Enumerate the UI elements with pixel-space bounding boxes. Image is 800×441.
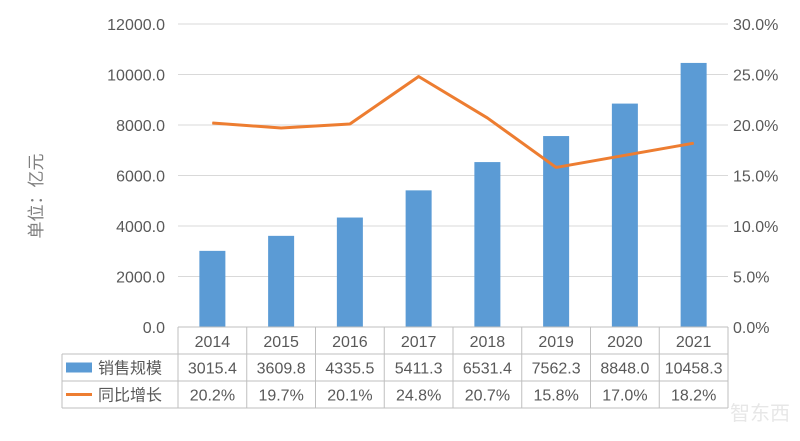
y-tick-label: 8000.0	[116, 118, 165, 135]
x-tick-label: 2019	[538, 334, 574, 351]
growth-point-2016	[349, 123, 351, 125]
y-tick-label: 10000.0	[107, 68, 165, 85]
growth-point-2020	[624, 154, 626, 156]
bars	[199, 62, 707, 328]
y-tick-label: 4000.0	[116, 219, 165, 236]
legend-swatch-bar	[66, 362, 92, 373]
x-tick-label: 2017	[401, 334, 437, 351]
data-table: 2014 2015 2016 2017 2018 2019 2020 2021 销售规模 3015…	[61, 326, 729, 409]
data-table-cell: 3609.8	[257, 361, 306, 378]
growth-point-2021	[693, 142, 695, 144]
data-table-cell: 7562.3	[532, 361, 581, 378]
data-table-cell: 19.7%	[258, 388, 303, 405]
x-tick-label: 2016	[332, 334, 368, 351]
y2-tick-label: 0.0%	[733, 320, 769, 337]
bar-2016	[336, 217, 363, 327]
growth-point-2014	[211, 122, 213, 124]
y-tick-label: 12000.0	[107, 17, 165, 34]
data-table-cell: 20.2%	[190, 388, 235, 405]
y2-tick-label: 30.0%	[733, 17, 778, 34]
data-table-cell: 18.2%	[671, 388, 716, 405]
bar-2014	[199, 250, 226, 327]
y2-tick-label: 15.0%	[733, 169, 778, 186]
growth-line	[211, 75, 695, 169]
y-axis-ticks: 0.0 2000.0 4000.0 6000.0 8000.0 10000.0 12000.…	[107, 17, 165, 337]
data-table-cell: 6531.4	[463, 361, 512, 378]
y-tick-label: 6000.0	[116, 169, 165, 186]
y-axis-label: 单位：亿元	[27, 154, 46, 239]
data-table-cell: 17.0%	[602, 388, 647, 405]
data-table-cell: 10458.3	[665, 361, 723, 378]
y2-tick-label: 25.0%	[733, 68, 778, 85]
bar-2017	[405, 190, 432, 327]
bar-2020	[611, 103, 638, 327]
data-table-cell: 24.8%	[396, 388, 441, 405]
growth-point-2018	[486, 117, 488, 119]
growth-line-path	[212, 75, 694, 169]
y-tick-label: 0.0	[143, 320, 165, 337]
bar-2021	[680, 62, 707, 328]
y2-tick-label: 5.0%	[733, 270, 769, 287]
bar-2015	[268, 235, 295, 327]
y2-tick-label: 10.0%	[733, 219, 778, 236]
data-table-cell: 20.1%	[327, 388, 372, 405]
data-table-cell: 8848.0	[600, 361, 649, 378]
data-table-cell: 5411.3	[395, 361, 443, 378]
legend-label: 同比增长	[98, 387, 162, 405]
growth-point-2019	[555, 166, 557, 168]
data-table-cell: 3015.4	[188, 361, 237, 378]
x-tick-label: 2014	[195, 334, 231, 351]
y2-axis-ticks: 0.0% 5.0% 10.0% 15.0% 20.0% 25.0% 30.0%	[733, 17, 778, 337]
y2-tick-label: 20.0%	[733, 118, 778, 135]
x-tick-label: 2020	[607, 334, 643, 351]
bar-2018	[474, 162, 501, 327]
x-tick-label: 2015	[263, 334, 299, 351]
data-table-cell: 20.7%	[465, 388, 510, 405]
x-tick-label: 2021	[676, 334, 712, 351]
legend-label: 销售规模	[98, 360, 162, 378]
growth-point-2015	[280, 127, 282, 129]
data-table-cell: 15.8%	[533, 388, 578, 405]
x-tick-label: 2018	[470, 334, 506, 351]
data-table-cell: 4335.5	[325, 361, 374, 378]
growth-point-2017	[418, 76, 420, 78]
y-tick-label: 2000.0	[116, 270, 165, 287]
watermark: 智东西	[730, 402, 790, 425]
